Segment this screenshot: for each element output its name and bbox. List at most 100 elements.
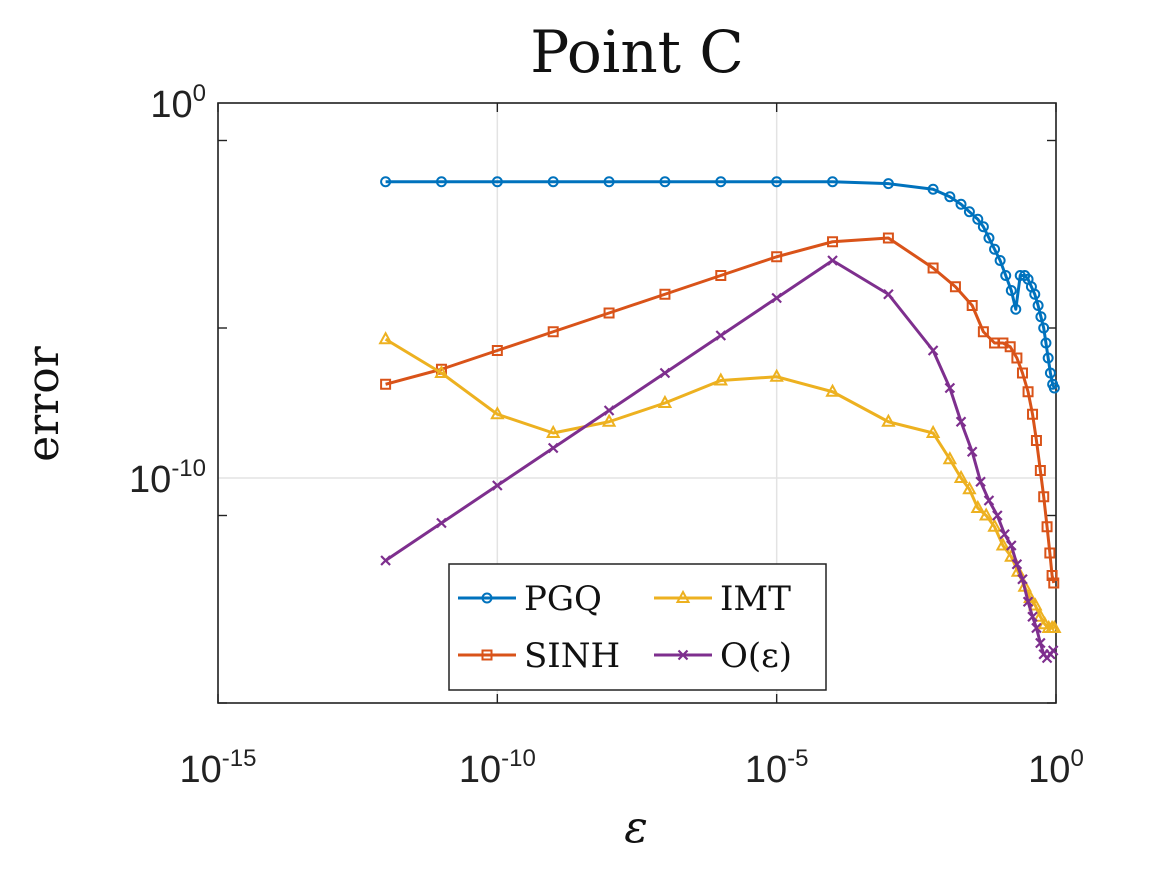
point-o-6 [715,330,727,341]
point-imt-1 [434,364,449,378]
point-pgq-9 [882,178,894,190]
point-imt-8 [825,383,840,397]
legend-marker-sinh [481,649,493,661]
point-imt-0 [378,331,393,345]
point-sinh-16 [1004,341,1016,353]
point-o-17 [999,528,1010,540]
point-pgq-31 [1042,352,1054,364]
legend: PGQ SINH IMT O(ε) [448,563,827,691]
point-pgq-19 [1000,270,1012,281]
point-o-7 [771,292,782,304]
point-imt-16 [987,518,1002,532]
point-imt-7 [769,368,784,382]
chart-title: Point C [530,18,744,86]
point-pgq-18 [994,255,1006,266]
point-pgq-26 [1029,288,1041,300]
point-o-21 [1022,596,1034,608]
point-imt-5 [657,394,673,408]
y-tick-label-0: 100 [150,80,206,126]
legend-label-sinh: SINH [524,636,620,676]
point-pgq-10 [927,183,939,195]
point-pgq-16 [983,232,995,244]
point-o-24 [1035,637,1046,649]
point-imt-14 [970,499,985,513]
point-pgq-30 [1040,337,1052,349]
x-tick-label-1: 10-10 [459,745,536,791]
point-imt-27 [1047,619,1062,633]
point-o-1 [436,517,447,529]
x-axis-label: ε [624,802,648,853]
y-tick-label-1: 10-10 [129,455,206,501]
point-imt-22 [1028,597,1043,611]
point-imt-4 [601,413,617,427]
point-o-0 [380,555,391,566]
point-sinh-22 [1034,465,1046,476]
point-o-14 [975,476,986,488]
point-imt-15 [978,507,994,521]
point-sinh-11 [949,281,961,293]
point-pgq-3 [547,176,559,188]
point-imt-6 [713,372,728,386]
point-o-2 [492,480,503,491]
point-o-10 [927,345,939,356]
point-o-9 [883,288,894,300]
point-o-8 [827,255,838,266]
point-o-13 [966,446,978,458]
point-imt-13 [962,481,977,495]
x-tick-label-0: 10-15 [180,745,257,791]
point-imt-9 [881,413,896,427]
point-sinh-8 [827,236,839,248]
legend-label-pgq: PGQ [524,579,602,619]
point-sinh-20 [1027,408,1039,420]
point-sinh-24 [1041,521,1053,533]
point-pgq-7 [771,176,783,188]
point-imt-10 [925,424,941,438]
point-pgq-17 [989,243,1001,255]
point-sinh-23 [1038,491,1050,503]
point-imt-12 [953,469,969,483]
point-o-16 [992,510,1003,521]
point-o-5 [659,367,671,379]
point-imt-23 [1033,608,1048,622]
point-pgq-4 [603,176,615,188]
point-sinh-21 [1030,435,1042,446]
point-o-23 [1031,622,1042,634]
point-pgq-34 [1048,382,1060,394]
legend-marker-imt [675,589,691,603]
point-pgq-2 [491,176,503,188]
point-pgq-14 [972,213,984,225]
point-o-3 [547,442,559,454]
point-pgq-27 [1032,300,1044,311]
point-pgq-20 [1005,285,1017,296]
point-imt-2 [490,406,505,420]
point-sinh-12 [966,300,978,311]
point-sinh-4 [603,307,615,319]
point-pgq-5 [659,176,671,188]
point-pgq-15 [977,221,989,233]
legend-label-imt: IMT [720,579,791,619]
x-tick-label-2: 10-5 [745,745,809,791]
point-sinh-13 [977,326,989,338]
point-pgq-29 [1038,322,1050,334]
point-pgq-12 [955,198,967,210]
point-pgq-11 [944,191,956,203]
point-o-18 [1006,540,1017,551]
legend-marker-o [677,649,689,661]
point-imt-17 [995,537,1011,551]
point-sinh-25 [1044,547,1056,559]
point-sinh-10 [927,262,939,274]
point-pgq-8 [827,176,839,188]
legend-box [448,563,827,691]
point-sinh-3 [547,326,559,338]
series-line-sinh [385,236,1056,584]
point-o-28 [1047,645,1059,656]
point-sinh-18 [1016,367,1028,379]
point-imt-11 [942,451,958,465]
point-o-12 [955,416,967,428]
point-pgq-0 [380,176,392,188]
point-sinh-9 [882,232,894,244]
point-pgq-32 [1044,367,1056,379]
point-sinh-0 [380,378,392,390]
point-pgq-28 [1035,311,1047,323]
